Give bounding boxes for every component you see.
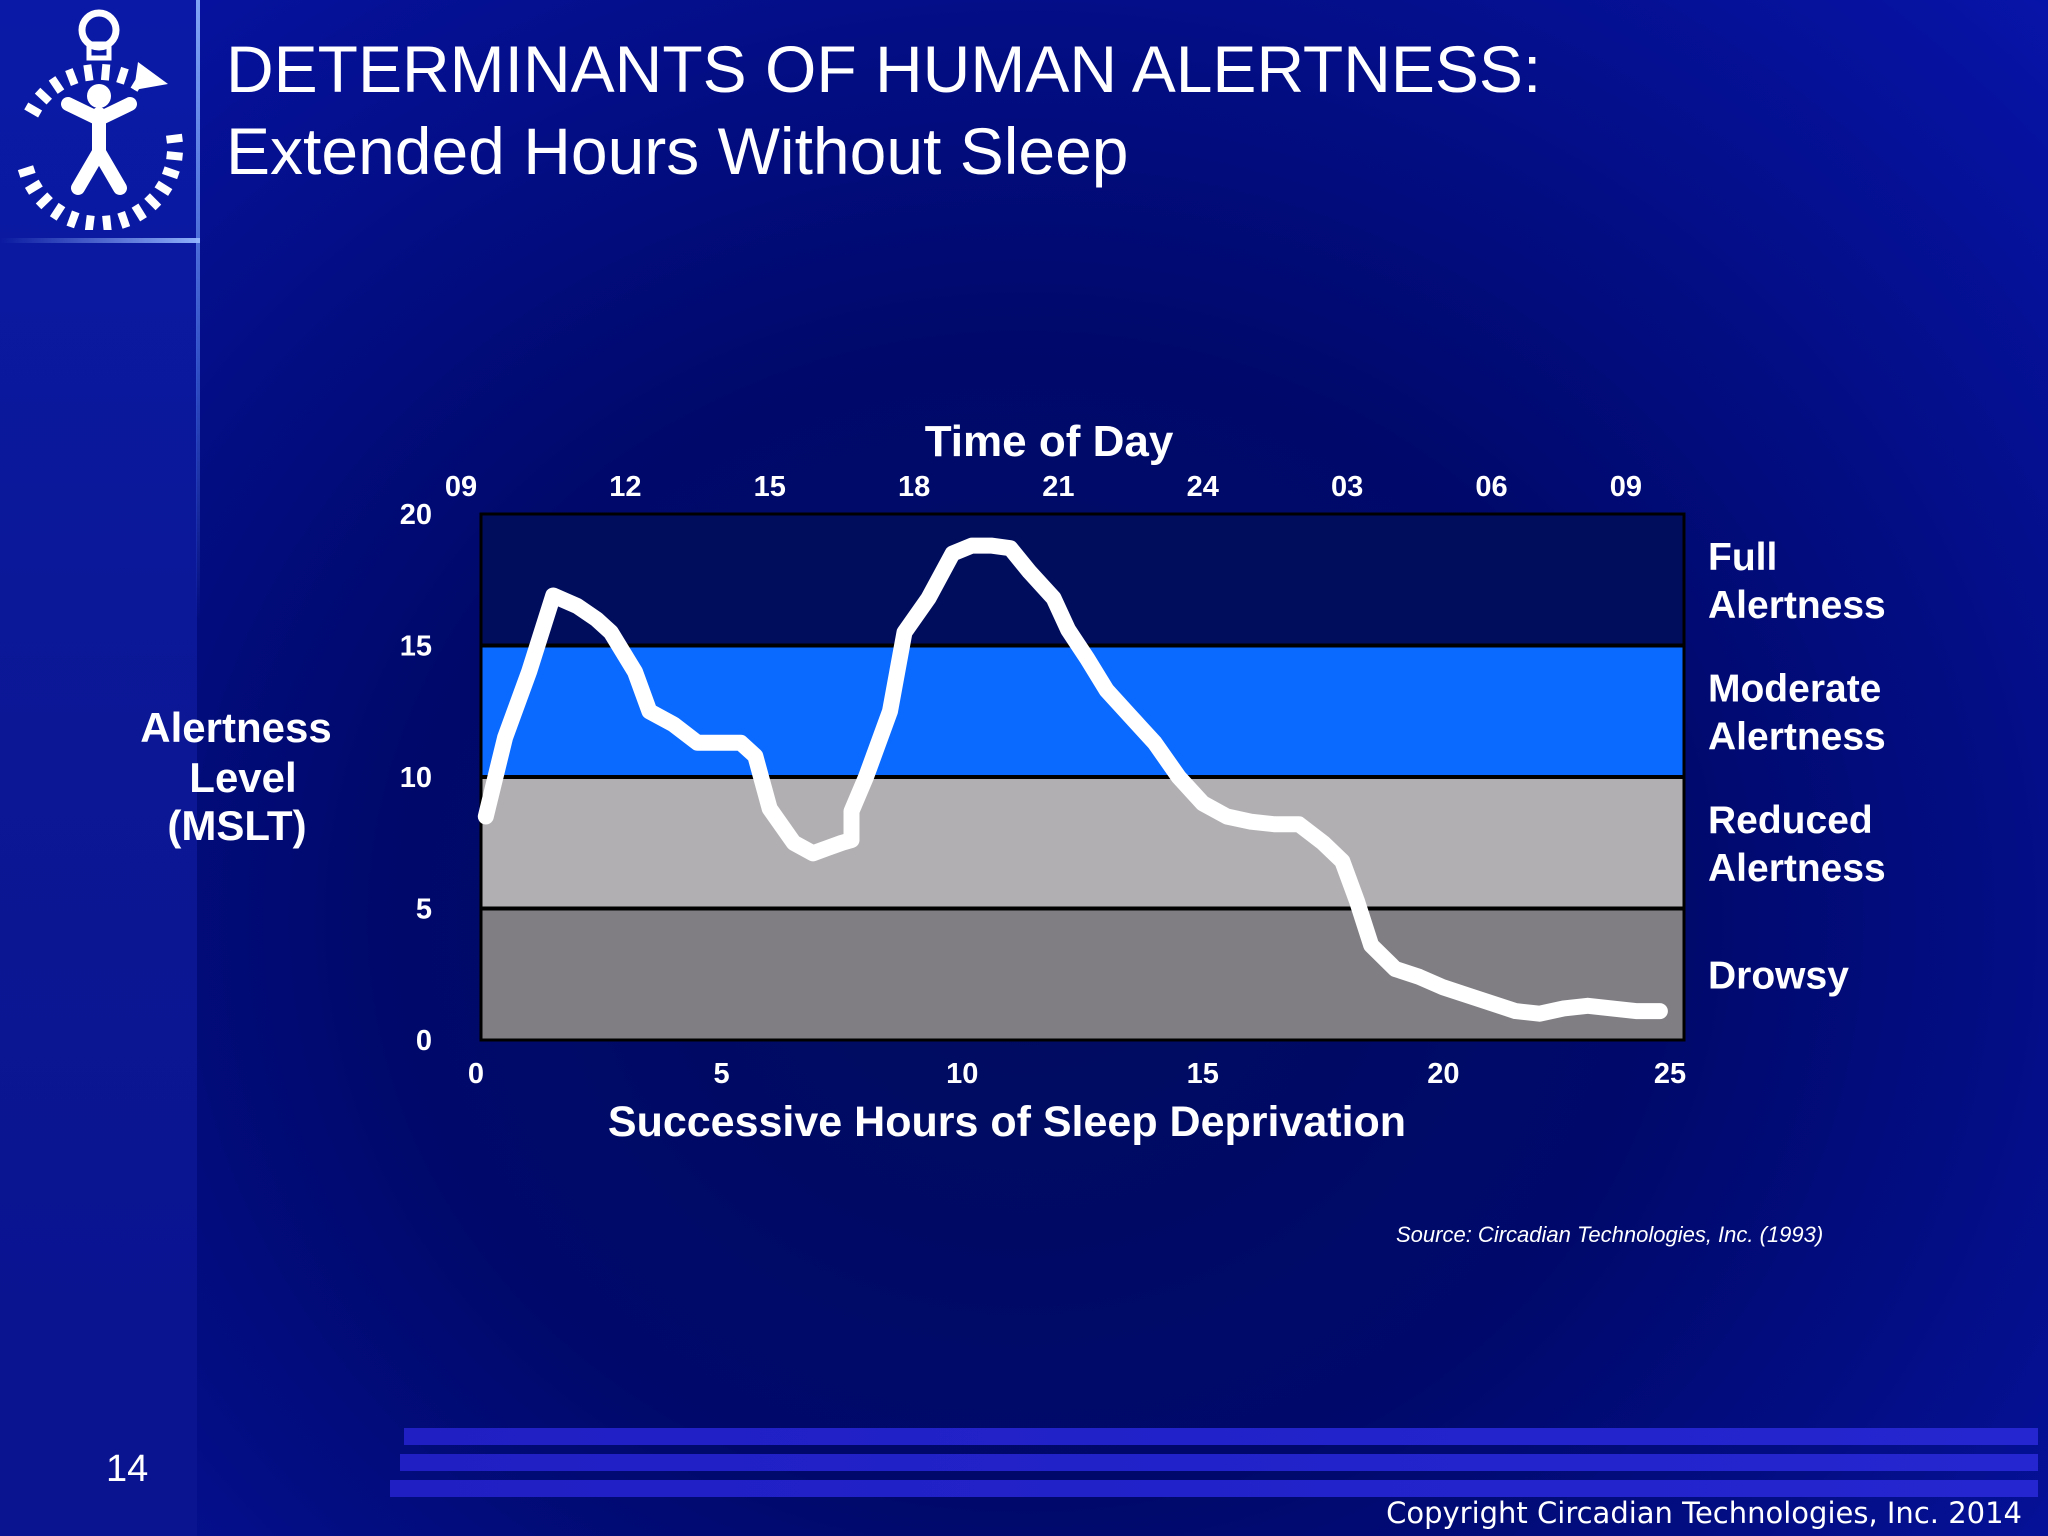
decor-bar-3: [390, 1480, 2038, 1497]
logo-tick: [24, 179, 43, 195]
band-1: [481, 645, 1684, 777]
logo-tick: [24, 102, 43, 118]
y-tick-label: 15: [400, 631, 432, 663]
band-3: [481, 908, 1684, 1040]
x-tick-label: 0: [468, 1058, 484, 1090]
y-tick-label: 5: [416, 894, 432, 926]
plot-frame: [479, 512, 1686, 1042]
time-of-day-tick-label: 24: [1187, 471, 1219, 503]
logo-tick: [17, 165, 36, 178]
x-tick-layer: 0 5 10 15 20 25: [468, 1058, 1686, 1090]
time-of-day-tick-label: 12: [609, 471, 641, 503]
time-of-day-tick-label: 18: [898, 471, 930, 503]
decor-bar-1: [404, 1428, 2038, 1445]
stopwatch-figure-icon: [17, 9, 183, 230]
logo-tick: [66, 210, 80, 229]
time-of-day-tick-label: 09: [445, 471, 477, 503]
y-axis-label-line: Level: [189, 754, 296, 801]
band-label: Reduced: [1708, 799, 1873, 842]
band-label: Full: [1708, 536, 1777, 579]
logo-tick: [166, 133, 183, 144]
band-label: Alertness: [1708, 715, 1886, 758]
y-axis-label-line: Alertness: [140, 704, 331, 751]
logo-tick: [116, 66, 129, 85]
title-line-2: Extended Hours Without Sleep: [226, 114, 1129, 188]
logo-tick: [34, 87, 52, 105]
logo-tick: [48, 76, 65, 94]
band-label: Moderate: [1708, 667, 1881, 710]
left-decor-strip: [0, 0, 197, 1536]
logo-tick: [102, 215, 112, 230]
logo-tick: [84, 215, 95, 230]
band-label: Alertness: [1708, 584, 1886, 627]
time-of-day-tick-label: 06: [1475, 471, 1507, 503]
logo-tick: [35, 192, 53, 210]
band-0: [481, 514, 1684, 646]
band-label: Drowsy: [1708, 954, 1849, 997]
title-line-1: DETERMINANTS OF HUMAN ALERTNESS:: [226, 32, 1542, 106]
x-tick-label: 15: [1187, 1058, 1219, 1090]
decor-bar-2: [400, 1454, 2038, 1471]
band-label-layer: Full Alertness Moderate Alertness Reduced Ale…: [1708, 536, 1886, 998]
logo-tick: [65, 68, 79, 86]
band-label: Alertness: [1708, 847, 1886, 890]
band-2: [481, 777, 1684, 909]
logo-tick: [83, 64, 94, 82]
logo-tick: [154, 180, 173, 196]
time-of-day-tick-label: 03: [1331, 471, 1363, 503]
time-of-day-tick-label: 09: [1610, 471, 1642, 503]
y-tick-label: 10: [400, 762, 432, 794]
source-note: Source: Circadian Technologies, Inc. (19…: [1396, 1222, 1824, 1247]
page-number: 14: [106, 1448, 149, 1490]
logo-tick: [131, 203, 147, 222]
x-tick-label: 10: [946, 1058, 978, 1090]
y-tick-label: 0: [416, 1025, 432, 1057]
x-tick-label: 25: [1654, 1058, 1686, 1090]
y-tick-layer: 0 5 10 15 20: [400, 499, 432, 1057]
logo-tick: [117, 210, 131, 229]
x-tick-label: 5: [714, 1058, 730, 1090]
y-axis-label-line: (MSLT): [167, 802, 306, 849]
copyright-text: Copyright Circadian Technologies, Inc. 2…: [1386, 1496, 2022, 1530]
band-layer: [481, 514, 1684, 1040]
logo-tick: [49, 202, 66, 221]
x-axis-label: Successive Hours of Sleep Deprivation: [608, 1098, 1406, 1146]
time-of-day-title: Time of Day: [925, 417, 1174, 466]
logo-tick: [100, 63, 111, 81]
alertness-curve: [477, 537, 1668, 1022]
time-of-day-tick-label: 21: [1042, 471, 1074, 503]
logo-tick: [166, 151, 183, 161]
logo-tick: [161, 166, 180, 180]
time-of-day-tick-layer: 09 12 15 18 21 24 03 06 09: [445, 471, 1642, 503]
decor-horizontal-line: [0, 238, 200, 243]
decor-vertical-line: [196, 0, 200, 620]
slide-title: DETERMINANTS OF HUMAN ALERTNESS: Extende…: [226, 28, 1541, 192]
time-of-day-tick-label: 15: [754, 471, 786, 503]
x-tick-label: 20: [1427, 1058, 1459, 1090]
y-tick-label: 20: [400, 499, 432, 531]
logo-tick: [144, 193, 162, 211]
